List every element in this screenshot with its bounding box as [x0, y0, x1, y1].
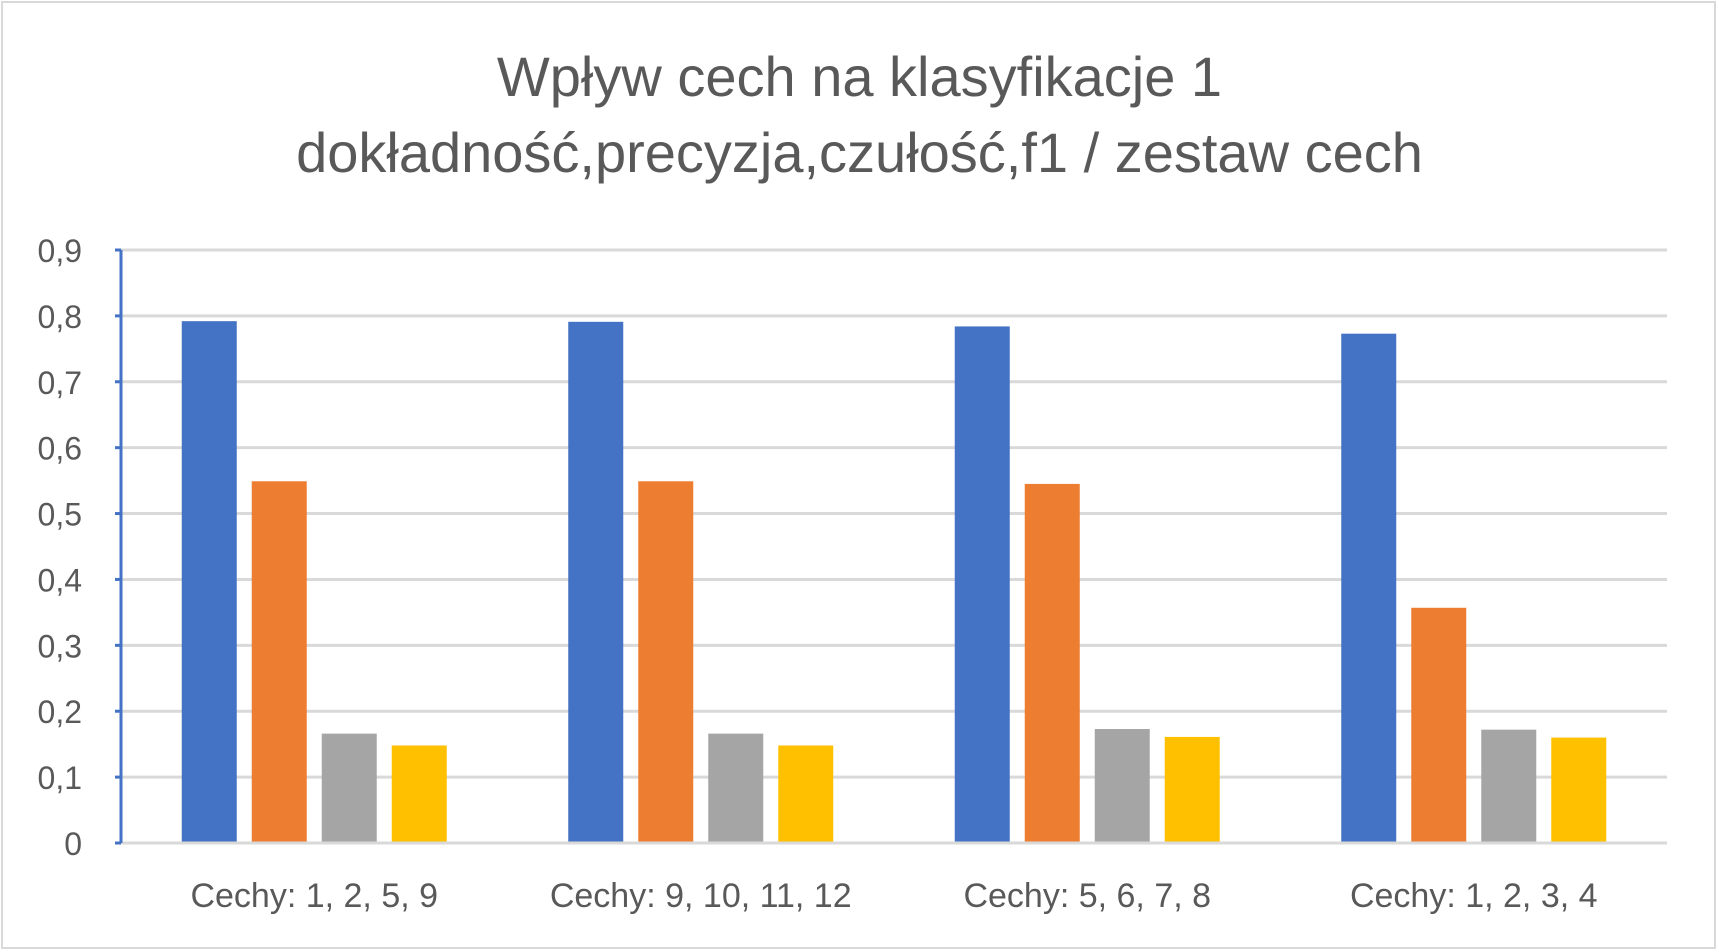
- chart-title: Wpływ cech na klasyfikacje 1: [496, 45, 1223, 108]
- x-tick-label: Cechy: 1, 2, 5, 9: [190, 877, 438, 915]
- bar: [568, 321, 624, 844]
- bar: [954, 326, 1010, 843]
- bar: [1094, 729, 1150, 843]
- y-tick-label: 0,3: [38, 628, 82, 664]
- bar: [1551, 737, 1607, 843]
- y-tick-label: 0,4: [38, 562, 82, 598]
- y-tick-label: 0,7: [38, 365, 82, 401]
- bar: [391, 745, 447, 843]
- x-tick-label: Cechy: 9, 10, 11, 12: [550, 877, 852, 915]
- bar: [181, 321, 237, 843]
- bar: [321, 733, 377, 843]
- x-tick-labels: Cechy: 1, 2, 5, 9 Cechy: 9, 10, 11, 12 Cec…: [190, 877, 1597, 915]
- y-tick-label: 0,5: [38, 497, 82, 533]
- x-tick-label: Cechy: 5, 6, 7, 8: [963, 877, 1211, 915]
- y-tick-label: 0,2: [38, 694, 82, 730]
- bar: [1164, 736, 1220, 843]
- y-tick-label: 0,8: [38, 299, 82, 335]
- bar: [778, 745, 834, 843]
- bar: [638, 481, 694, 843]
- y-tick-label: 0,9: [38, 233, 82, 269]
- gridlines: [121, 248, 1667, 779]
- axes: [115, 248, 1667, 845]
- y-tick-label: 0: [64, 826, 82, 862]
- x-tick-label: Cechy: 1, 2, 3, 4: [1350, 877, 1598, 915]
- y-tick-label: 0,1: [38, 760, 82, 796]
- bar: [1481, 729, 1537, 843]
- bar: [708, 733, 764, 843]
- bar: [1341, 333, 1397, 843]
- y-tick-label: 0,6: [38, 431, 82, 467]
- bars: [181, 321, 1607, 844]
- chart-subtitle: dokładność,precyzja,czułość,f1 / zestaw …: [296, 121, 1423, 184]
- y-tick-labels: 0 0,1 0,2 0,3 0,4 0,5 0,6 0,7 0,8 0,9: [38, 233, 82, 862]
- bar: [1024, 483, 1080, 843]
- bar: [251, 481, 307, 843]
- bar: [1411, 607, 1467, 843]
